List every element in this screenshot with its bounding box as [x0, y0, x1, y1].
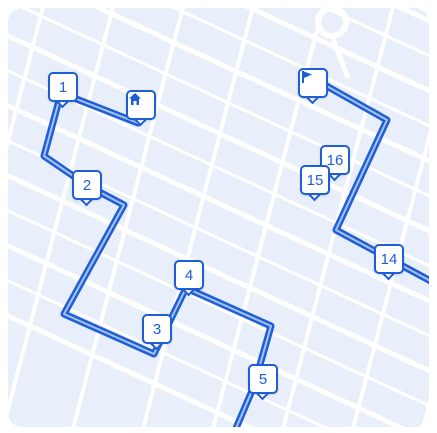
stop-label: 15	[300, 165, 330, 195]
home-icon	[129, 93, 141, 105]
street	[71, 8, 185, 427]
street	[8, 103, 429, 304]
street	[8, 8, 45, 150]
roundabout	[315, 8, 351, 79]
street	[171, 8, 429, 128]
stop-marker-1[interactable]: 1	[48, 72, 78, 109]
stop-label: 16	[320, 145, 350, 175]
stop-marker-4[interactable]: 4	[174, 260, 204, 297]
street	[8, 33, 429, 234]
flag-icon	[302, 71, 312, 83]
street	[244, 8, 429, 94]
stop-label: 1	[48, 72, 78, 102]
street	[8, 243, 406, 427]
street	[141, 8, 255, 427]
map-canvas[interactable]: 1 2 3 4 5 14 16 15	[8, 8, 429, 427]
stop-label: 5	[248, 364, 278, 394]
street	[8, 173, 429, 374]
street	[8, 139, 429, 338]
street	[211, 8, 325, 427]
home-marker[interactable]	[126, 90, 156, 127]
stop-marker-15[interactable]: 15	[300, 165, 330, 202]
street	[351, 129, 429, 427]
stop-marker-14[interactable]: 14	[374, 244, 404, 281]
stop-marker-16[interactable]: 16	[320, 145, 350, 182]
street	[322, 8, 429, 58]
stop-marker-2[interactable]: 2	[72, 170, 102, 207]
destination-marker[interactable]	[298, 68, 328, 105]
street	[20, 8, 429, 198]
stop-marker-5[interactable]: 5	[248, 364, 278, 401]
street	[93, 8, 429, 164]
stop-label: 14	[374, 244, 404, 274]
street	[8, 8, 115, 418]
stop-label: 2	[72, 170, 102, 200]
street-grid	[8, 8, 429, 427]
stop-label: 3	[142, 314, 172, 344]
stop-marker-3[interactable]: 3	[142, 314, 172, 351]
street	[8, 209, 429, 408]
stop-label: 4	[174, 260, 204, 290]
